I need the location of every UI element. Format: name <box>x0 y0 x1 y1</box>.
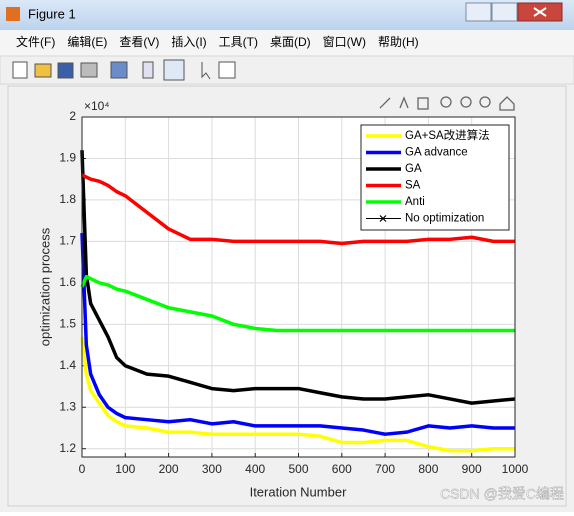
y-tick-label: 1.2 <box>59 441 76 455</box>
watermark: CSDN @我爱C编程 <box>440 486 564 502</box>
series-line <box>80 274 515 333</box>
menu-item[interactable]: 工具(T) <box>219 35 258 49</box>
x-tick-label: 700 <box>375 462 395 476</box>
series-line <box>80 336 515 453</box>
toolbar <box>0 55 574 85</box>
series-line <box>80 233 515 436</box>
x-axis-label: Iteration Number <box>250 484 347 499</box>
menu-item[interactable]: 查看(V) <box>119 35 159 49</box>
menu-item[interactable]: 帮助(H) <box>378 35 419 49</box>
x-tick-label: 1000 <box>502 462 529 476</box>
series-line <box>81 173 515 246</box>
legend-label: GA+SA改进算法 <box>405 128 490 142</box>
x-tick-label: 800 <box>418 462 438 476</box>
y-tick-label: 1.5 <box>59 316 76 330</box>
series-line <box>80 150 516 405</box>
y-tick-label: 1.9 <box>59 151 76 165</box>
app-icon <box>6 7 20 21</box>
x-tick-label: 900 <box>462 462 482 476</box>
window-title: Figure 1 <box>28 6 76 21</box>
x-tick-label: 500 <box>288 462 308 476</box>
y-tick-label: 1.4 <box>59 358 76 372</box>
axes-toolbar <box>379 96 515 111</box>
menu-item[interactable]: 插入(I) <box>171 35 206 49</box>
plot <box>80 116 516 457</box>
x-tick-label: 200 <box>159 462 179 476</box>
y-axis-label: optimization process <box>37 227 52 346</box>
menu-item[interactable]: 桌面(D) <box>270 35 311 49</box>
x-tick-label: 100 <box>115 462 135 476</box>
menu-item[interactable]: 窗口(W) <box>323 35 366 49</box>
legend-label: GA advance <box>405 147 468 159</box>
legend-label: GA <box>405 163 422 175</box>
legend-box <box>360 124 510 231</box>
legend-marker <box>379 215 387 222</box>
menu-bar <box>0 30 574 56</box>
legend: GA+SA改进算法 GA advance GA SA Anti No optimizati… <box>360 124 510 231</box>
toolbar-icons <box>12 59 236 81</box>
legend-label: SA <box>405 180 421 192</box>
legend-label: No optimization <box>405 213 484 225</box>
y-tick-label: 1.3 <box>59 399 76 413</box>
x-tick-label: 0 <box>79 462 86 476</box>
y-tick-label: 2 <box>69 109 76 123</box>
y-tick-label: 1.8 <box>59 192 76 206</box>
y-tick-label: 1.7 <box>59 234 76 248</box>
y-tick-label: 1.6 <box>59 275 76 289</box>
x-tick-label: 600 <box>332 462 352 476</box>
minimize-button[interactable] <box>465 2 492 22</box>
legend-label: Anti <box>405 196 425 208</box>
x-tick-label: 400 <box>245 462 265 476</box>
maximize-button[interactable] <box>491 2 518 22</box>
x-tick-label: 300 <box>202 462 222 476</box>
menu: 文件(F) 编辑(E) 查看(V) 插入(I) 工具(T) 桌面(D) 窗口(W) 帮助(H) <box>16 34 419 49</box>
menu-item[interactable]: 文件(F) <box>16 34 55 49</box>
close-icon <box>533 7 547 17</box>
menu-item[interactable]: 编辑(E) <box>67 34 107 49</box>
axes-box <box>81 116 516 458</box>
y-exponent: ×10⁴ <box>84 99 110 113</box>
